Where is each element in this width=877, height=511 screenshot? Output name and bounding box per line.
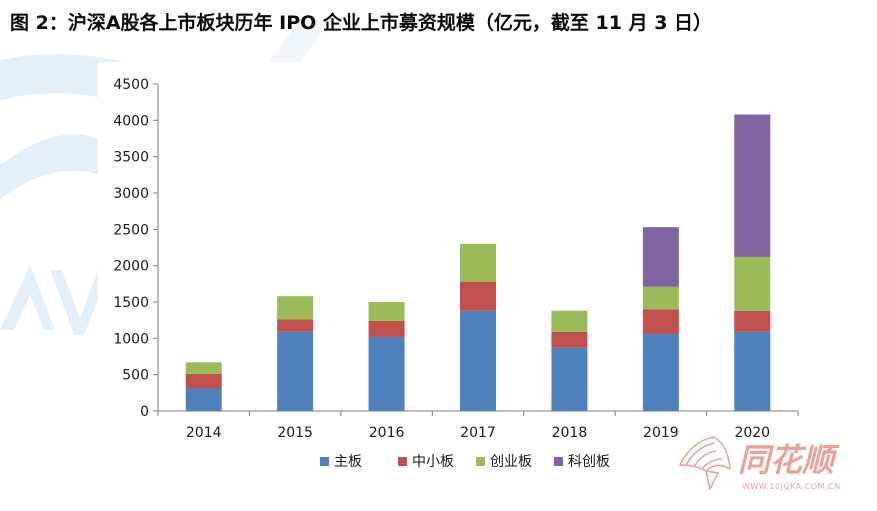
x-tick-label: 2015 xyxy=(277,425,313,441)
y-tick-label: 1500 xyxy=(113,295,149,311)
watermark-swoosh-lower xyxy=(0,133,100,200)
legend-swatch xyxy=(398,457,407,466)
bar-segment-chinext-2017 xyxy=(460,243,496,282)
brand-url: WWW.10JQKA.COM.CN xyxy=(742,482,841,491)
brand-name: 同花顺 xyxy=(738,441,840,479)
bar-segment-sme-board-2018 xyxy=(551,331,588,348)
bar-segment-main-board-2015 xyxy=(277,331,314,411)
y-tick-label: 4500 xyxy=(113,77,149,93)
legend-label: 主板 xyxy=(334,454,362,470)
bar-segment-sme-board-2015 xyxy=(277,319,314,332)
y-tick-label: 2000 xyxy=(113,259,149,275)
bar-segment-sme-board-2017 xyxy=(460,281,496,311)
x-tick-label: 2016 xyxy=(369,425,405,441)
y-tick-label: 3000 xyxy=(113,186,149,202)
bar-segment-star-market-2020 xyxy=(734,114,771,257)
x-tick-label: 2020 xyxy=(734,425,770,441)
bar-segment-chinext-2020 xyxy=(734,256,771,311)
legend-swatch xyxy=(554,457,563,466)
bar-segment-chinext-2018 xyxy=(551,310,588,332)
legend-swatch xyxy=(320,457,329,466)
figure-title: 图 2：沪深A股各上市板块历年 IPO 企业上市募资规模（亿元，截至 11 月 … xyxy=(10,12,713,34)
legend-label: 中小板 xyxy=(412,454,454,470)
legend-label: 科创板 xyxy=(568,454,610,470)
y-tick-label: 0 xyxy=(140,404,149,420)
legend-label: 创业板 xyxy=(490,454,532,470)
x-tick-label: 2017 xyxy=(460,425,496,441)
brand-logo: 同花顺 WWW.10JQKA.COM.CN xyxy=(678,436,841,492)
bar-segment-main-board-2014 xyxy=(185,388,222,411)
bar-segment-chinext-2015 xyxy=(277,296,314,320)
watermark-letter-a xyxy=(0,265,55,330)
fan-logo-icon xyxy=(678,436,731,492)
bar-segment-chinext-2019 xyxy=(642,286,679,310)
x-tick-label: 2018 xyxy=(552,425,588,441)
bar-segment-chinext-2016 xyxy=(368,302,405,321)
bar-segment-main-board-2017 xyxy=(460,310,496,411)
legend-swatch xyxy=(476,457,485,466)
stacked-bar-chart: 0 500 1000 1500 2000 2500 3000 3500 4000 4500 2014… xyxy=(113,77,799,470)
bar-segment-sme-board-2016 xyxy=(368,320,405,337)
chart-panel: 0 500 1000 1500 2000 2500 3000 3500 4000 4500 2014… xyxy=(98,62,824,494)
bar-segment-main-board-2020 xyxy=(734,331,771,411)
y-tick-label: 3500 xyxy=(113,150,149,166)
y-tick-label: 4000 xyxy=(113,113,149,129)
bar-segment-main-board-2019 xyxy=(642,333,679,411)
bar-segment-main-board-2018 xyxy=(551,347,588,411)
watermark-letter-v xyxy=(50,270,98,335)
bar-segment-sme-board-2014 xyxy=(185,373,222,389)
bar-segment-star-market-2019 xyxy=(642,227,679,287)
y-tick-label: 1000 xyxy=(113,331,149,347)
y-tick-label: 2500 xyxy=(113,222,149,238)
bar-segment-sme-board-2020 xyxy=(734,310,771,332)
bar-segment-main-board-2016 xyxy=(368,336,405,411)
x-tick-label: 2019 xyxy=(643,425,679,441)
x-tick-label: 2014 xyxy=(186,425,222,441)
y-tick-label: 500 xyxy=(122,368,149,384)
bar-segment-sme-board-2019 xyxy=(642,309,679,334)
bar-segment-chinext-2014 xyxy=(185,362,222,374)
